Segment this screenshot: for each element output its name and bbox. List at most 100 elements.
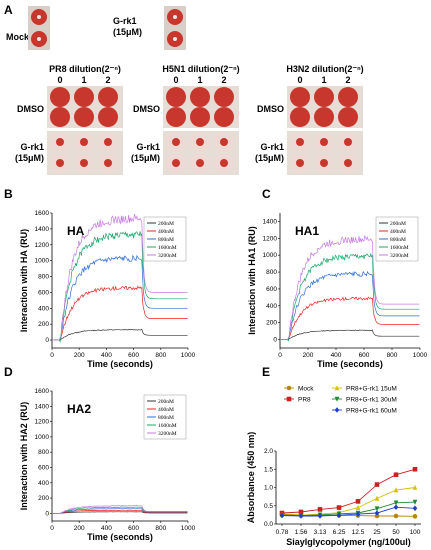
y-tick-label: 600	[266, 286, 277, 293]
legend-entry: 400nM	[390, 229, 406, 235]
grk1-well-button	[56, 159, 64, 167]
chart-e-absorbance: 0.0 0.5 1.0 1.5 2.0 0.78 1.56 3.13 6.25 12.5 25 50 1…	[246, 385, 421, 547]
x-tick-label: 100	[410, 529, 421, 536]
legend-entry: 400nM	[158, 229, 174, 235]
grk1-well-button	[196, 138, 204, 146]
x-axis-label: Siaylglycopolymer (ng/100ul)	[286, 537, 411, 547]
legend-entry: PR8	[298, 397, 311, 404]
y-tick-label: 800	[38, 274, 49, 281]
panel-label-b: B	[4, 187, 13, 201]
x-tick-label: 0	[278, 352, 282, 359]
series-line	[52, 508, 188, 514]
data-point	[412, 499, 418, 505]
dmso-well	[190, 87, 210, 107]
x-tick-label: 800	[387, 352, 398, 359]
data-point	[355, 499, 361, 504]
legend-marker	[334, 407, 340, 413]
x-tick-label: 1000	[181, 352, 196, 359]
plate-col-label: 1	[81, 75, 86, 85]
chart-title: HA2	[67, 402, 91, 416]
x-axis-label: Time (seconds)	[87, 532, 153, 542]
data-point	[355, 504, 361, 510]
legend-entry: 400nM	[158, 407, 174, 413]
plate-title: PR8 dilution(2⁻ⁿ)	[49, 64, 121, 74]
plate-col-label: 1	[321, 75, 326, 85]
plate-row-grk1: G-rk1	[20, 142, 44, 152]
x-tick-label: 600	[128, 525, 139, 532]
series-line	[52, 506, 188, 514]
y-axis-label: Interaction with HA2 (RU)	[19, 402, 29, 511]
panel-label-d: D	[4, 365, 13, 379]
x-tick-label: 6.25	[333, 529, 346, 536]
legend-entry: 1600nM	[158, 245, 177, 251]
x-tick-label: 600	[128, 352, 139, 359]
legend-entry: 800nM	[158, 415, 174, 421]
series-line	[280, 296, 420, 341]
data-point	[374, 506, 380, 512]
series-line	[280, 270, 420, 340]
y-tick-label: 1200	[263, 235, 278, 242]
series-line	[280, 253, 420, 342]
x-tick-label: 0	[50, 352, 54, 359]
plate-col-label: 2	[105, 75, 110, 85]
legend-entry: 3200nM	[158, 253, 177, 259]
plate-col-label: 1	[197, 75, 202, 85]
data-point	[412, 514, 418, 519]
legend-entry: 3200nM	[390, 253, 409, 259]
legend-marker	[334, 385, 340, 391]
plate-row-grk1: G-rk1	[136, 142, 160, 152]
series-line	[281, 468, 416, 514]
x-tick-label: 400	[331, 352, 342, 359]
data-point	[412, 466, 418, 472]
dmso-well	[166, 87, 186, 107]
y-tick-label: 800	[38, 449, 49, 456]
y-tick-label: 600	[38, 464, 49, 471]
data-point	[393, 504, 399, 511]
x-tick-label: 1000	[413, 352, 428, 359]
dmso-well	[98, 107, 118, 127]
data-point	[336, 512, 342, 519]
dmso-well	[74, 87, 94, 107]
legend-entry: 200nM	[158, 221, 174, 227]
dmso-well	[74, 107, 94, 127]
x-tick-label: 12.5	[352, 529, 365, 536]
y-tick-label: 400	[38, 480, 49, 487]
grk1-well-button	[172, 138, 180, 146]
dmso-well	[290, 87, 310, 107]
data-point	[279, 512, 285, 519]
y-tick-label: 600	[38, 289, 49, 296]
grk1-well-button	[344, 159, 352, 167]
legend-entry: PR8+G-rk1 30uM	[346, 397, 397, 404]
dmso-well	[314, 87, 334, 107]
plate-title: H5N1 dilution(2⁻ⁿ)	[162, 64, 239, 74]
x-tick-label: 3.13	[314, 529, 327, 536]
series-line	[52, 285, 188, 342]
grk1-well-button	[80, 138, 88, 146]
y-tick-label: 1000	[35, 434, 50, 441]
plate-col-label: 0	[173, 75, 178, 85]
plate-row-dmso: DMSO	[17, 104, 44, 114]
plate-row-grk1: (15μM)	[15, 153, 44, 163]
x-tick-label: 1000	[181, 525, 196, 532]
grk1-well-button	[320, 159, 328, 167]
data-point	[412, 505, 418, 512]
y-tick-label: 1400	[35, 226, 50, 233]
data-point	[374, 510, 380, 516]
chart-title: HA1	[295, 224, 319, 238]
y-tick-label: 400	[266, 303, 277, 310]
data-point	[336, 505, 342, 510]
series-line	[281, 487, 416, 516]
legend-marker	[286, 396, 292, 402]
x-tick-label: 25	[373, 529, 381, 536]
x-tick-label: 0.78	[276, 529, 289, 536]
dmso-well	[214, 87, 234, 107]
x-tick-label: 400	[101, 525, 112, 532]
y-axis-label: Interaction with HA (RU)	[19, 229, 29, 332]
series-line	[280, 234, 420, 340]
y-tick-label: 0	[45, 510, 49, 517]
series-line	[52, 254, 188, 341]
x-tick-label: 200	[303, 352, 314, 359]
data-point	[393, 513, 399, 519]
plate-col-label: 0	[297, 75, 302, 85]
data-point	[317, 507, 323, 512]
